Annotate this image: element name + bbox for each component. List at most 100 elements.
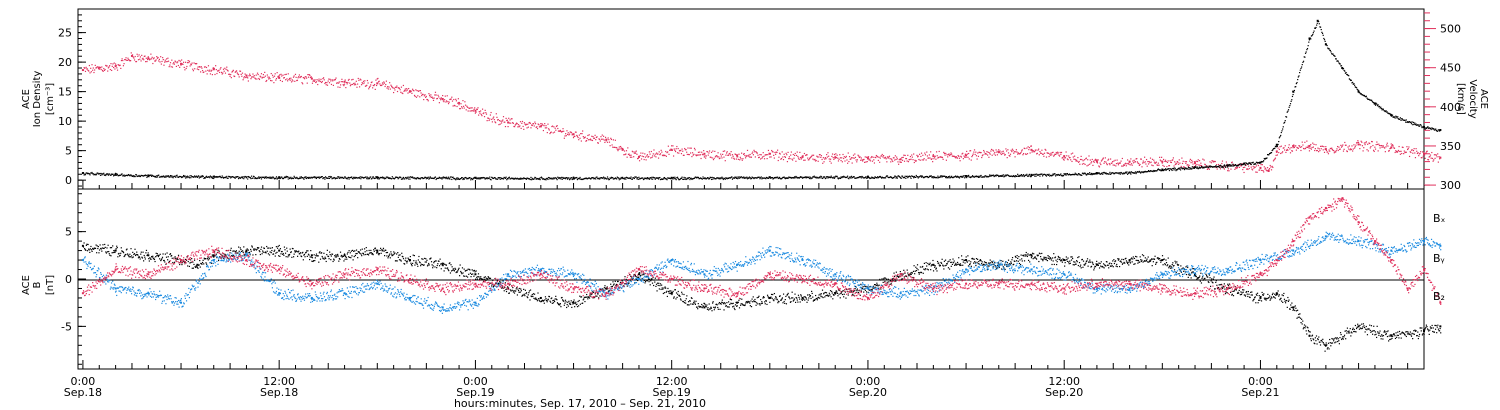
velocity-sample (1002, 150, 1004, 152)
bx-sample (239, 247, 241, 249)
density-sample (1156, 170, 1158, 172)
velocity-sample (850, 157, 853, 159)
velocity-sample (269, 77, 271, 80)
velocity-sample (340, 84, 342, 86)
velocity-sample (1182, 160, 1184, 162)
velocity-sample (1310, 148, 1313, 150)
density-sample (126, 174, 128, 176)
density-sample (1259, 162, 1261, 164)
density-sample (941, 176, 944, 178)
velocity-sample (973, 151, 975, 153)
velocity-sample (434, 91, 437, 93)
velocity-sample (906, 160, 908, 162)
velocity-sample (1122, 165, 1124, 167)
bx-sample (321, 252, 323, 254)
density-sample (1181, 168, 1184, 170)
density-sample (1162, 169, 1165, 172)
density-sample (841, 176, 843, 178)
density-sample (147, 175, 149, 177)
density-sample (672, 178, 674, 180)
density-sample (504, 177, 506, 179)
density-sample (873, 177, 876, 179)
velocity-sample (657, 153, 659, 155)
velocity-sample (126, 59, 128, 61)
velocity-sample (1140, 158, 1142, 160)
velocity-sample (360, 79, 362, 81)
density-sample (900, 177, 902, 179)
bx-sample (287, 254, 290, 256)
velocity-sample (1134, 161, 1137, 163)
density-sample (333, 176, 335, 179)
velocity-sample (1365, 141, 1367, 143)
velocity-sample (1344, 144, 1347, 146)
velocity-sample (462, 105, 465, 107)
velocity-sample (752, 154, 754, 156)
density-sample (1170, 168, 1172, 170)
density-sample (960, 176, 963, 178)
density-sample (1129, 172, 1131, 174)
density-sample (520, 178, 522, 180)
velocity-sample (1066, 158, 1069, 160)
velocity-sample (1185, 162, 1187, 164)
bx-sample (247, 249, 249, 251)
density-sample (824, 177, 826, 180)
density-sample (254, 177, 256, 180)
velocity-sample (411, 92, 413, 94)
density-sample (249, 177, 251, 179)
velocity-data-point (965, 154, 968, 157)
density-sample (567, 178, 569, 180)
density-sample (821, 177, 823, 179)
velocity-sample (446, 95, 448, 97)
velocity-sample (1070, 159, 1072, 161)
bx-sample (176, 257, 178, 260)
density-sample (276, 178, 278, 180)
velocity-sample (154, 60, 157, 62)
velocity-sample (1384, 147, 1386, 149)
density-sample (175, 175, 178, 177)
velocity-sample (441, 98, 443, 100)
density-sample (181, 176, 183, 178)
velocity-sample (331, 79, 333, 81)
bx-sample (169, 253, 171, 255)
density-sample (1328, 48, 1330, 50)
density-sample (98, 173, 100, 175)
density-sample (882, 177, 885, 179)
velocity-sample (971, 154, 974, 157)
velocity-sample (364, 85, 367, 87)
velocity-sample (703, 150, 705, 152)
velocity-sample (826, 156, 828, 158)
velocity-sample (922, 154, 924, 156)
density-sample (1070, 174, 1072, 176)
density-sample (678, 179, 681, 181)
velocity-sample (786, 161, 789, 163)
velocity-sample (515, 122, 518, 124)
density-sample (159, 176, 161, 178)
velocity-sample (501, 120, 503, 122)
density-sample (943, 175, 946, 177)
density-sample (1184, 168, 1186, 170)
velocity-sample (193, 62, 195, 64)
density-sample (930, 175, 932, 177)
density-sample (1234, 164, 1236, 166)
velocity-sample (1299, 146, 1301, 148)
velocity-sample (744, 157, 747, 159)
velocity-sample (848, 160, 850, 163)
density-sample (99, 172, 101, 175)
bx-sample (322, 258, 324, 260)
density-sample (519, 178, 521, 180)
density-sample (351, 176, 353, 178)
density-sample (769, 176, 771, 178)
velocity-sample (1081, 158, 1083, 161)
velocity-sample (685, 149, 687, 151)
velocity-sample (1315, 144, 1317, 146)
velocity-sample (266, 79, 268, 82)
density-sample (519, 177, 522, 179)
velocity-sample (756, 152, 758, 154)
velocity-sample (129, 60, 131, 62)
velocity-sample (1102, 157, 1104, 159)
density-sample (1357, 89, 1359, 91)
bx-sample (259, 253, 261, 256)
bx-sample (281, 250, 283, 253)
velocity-sample (739, 159, 741, 161)
density-sample (795, 175, 797, 178)
